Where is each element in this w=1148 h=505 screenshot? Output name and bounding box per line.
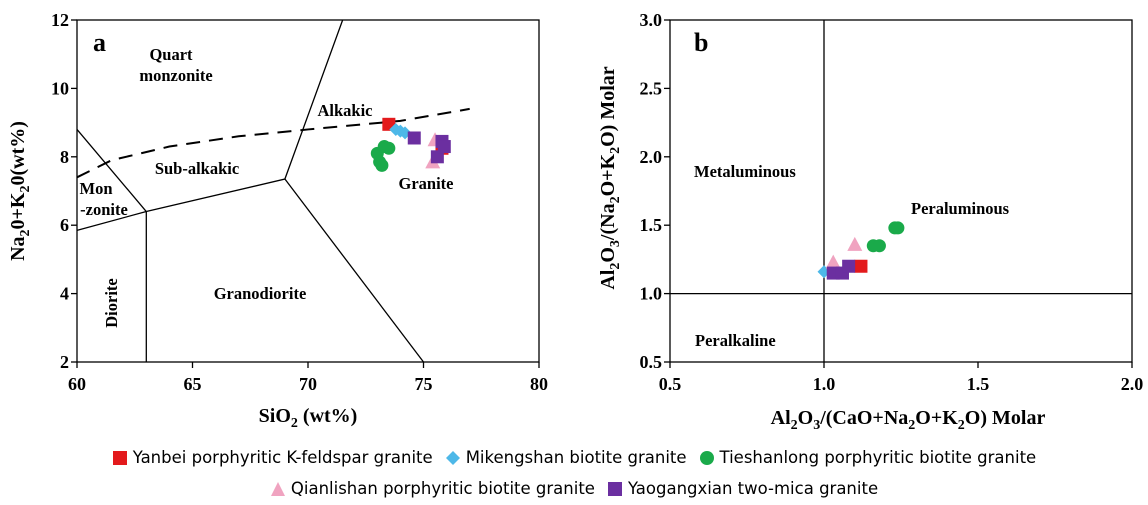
panel-b-y-tick-label: 0.5 — [640, 352, 663, 372]
legend-row-2: Qianlishan porphyritic biotite granite Y… — [0, 479, 1148, 498]
legend-item-qianlishan: Qianlishan porphyritic biotite granite — [270, 479, 595, 498]
panel-b-data-points — [817, 221, 905, 280]
field-label-quart: Quart — [149, 45, 193, 64]
panel-b-divider-lines — [670, 20, 1132, 362]
tas-boundary-line — [284, 178, 425, 363]
legend-label: Qianlishan porphyritic biotite granite — [290, 479, 595, 498]
panel-a-y-tick-label: 12 — [51, 10, 69, 30]
legend-label: Yaogangxian two-mica granite — [627, 479, 879, 498]
panel-a-y-tick-label: 2 — [60, 352, 69, 372]
tas-boundary-line — [76, 19, 344, 231]
legend-item-tieshanlong: Tieshanlong porphyritic biotite granite — [699, 448, 1037, 467]
panel-b-y-tick-label: 2.0 — [640, 147, 663, 167]
panel-b-x-tick-label: 0.5 — [659, 374, 682, 394]
panel-a-x-tick-label: 65 — [184, 374, 202, 394]
panel-a-label: a — [93, 28, 106, 57]
field-label-peralkaline: Peralkaline — [695, 331, 776, 350]
panel-b-ticks: 0.5 1.0 1.5 2.0 0.5 1.0 1.5 2.0 2.5 3.0 — [640, 10, 1144, 394]
panel-a-data-points — [370, 117, 451, 172]
legend-marker-shape — [112, 450, 127, 465]
legend-item-yanbei: Yanbei porphyritic K-feldspar granite — [112, 448, 433, 467]
panel-a-x-tick-label: 70 — [299, 374, 317, 394]
legend-item-mikengshan: Mikengshan biotite granite — [445, 448, 687, 467]
panel-b-plot-frame — [669, 19, 1133, 363]
legend-marker-green-circle — [699, 450, 715, 466]
tas-boundary-line — [76, 129, 147, 212]
panel-b-x-axis-title: Al2O3/(CaO+Na2O+K2O) Molar — [771, 407, 1046, 433]
field-label-subalkakic: Sub-alkakic — [155, 159, 239, 178]
panel-a-ticks: 60 65 70 75 80 2 4 6 8 10 12 — [51, 10, 548, 394]
panel-a-x-tick-label: 80 — [530, 374, 548, 394]
panel-b-y-tick-label: 3.0 — [640, 10, 663, 30]
panel-b-aluminium-saturation-diagram: 0.5 1.0 1.5 2.0 0.5 1.0 1.5 2.0 2.5 3.0 b Metalum… — [597, 10, 1143, 433]
data-point-circle — [375, 158, 389, 172]
field-label-metaluminous: Metaluminous — [694, 162, 796, 181]
panel-a-y-tick-label: 8 — [60, 147, 69, 167]
panel-a-y-tick-label: 10 — [51, 78, 69, 98]
legend-marker-pink-triangle — [270, 481, 286, 497]
legend-row-1: Yanbei porphyritic K-feldspar granite Mi… — [0, 448, 1148, 467]
field-label-diorite: Diorite — [102, 278, 121, 327]
panel-b-label: b — [694, 28, 708, 57]
legend-marker-shape — [699, 450, 714, 465]
legend-label: Yanbei porphyritic K-feldspar granite — [132, 448, 433, 467]
panel-b-y-axis-title: Al2O3/(Na2O+K2O) Molar — [597, 66, 623, 289]
panel-b-y-tick-label: 1.0 — [640, 284, 663, 304]
data-point-square — [842, 259, 856, 273]
data-point-square — [407, 131, 421, 145]
panel-a-x-tick-label: 60 — [68, 374, 86, 394]
panel-a-tas-diagram: 60 65 70 75 80 2 4 6 8 10 12 a Quart monzonite Alk… — [7, 10, 548, 431]
legend-marker-red-square — [112, 450, 128, 466]
legend-marker-shape — [607, 481, 622, 496]
field-label-monzonite: monzonite — [139, 66, 212, 85]
panel-b-y-tick-label: 2.5 — [640, 78, 663, 98]
alkaline-subalkaline-dashed-line — [76, 107, 470, 179]
data-point-triangle — [825, 254, 841, 269]
panel-a-plot-frame — [76, 19, 540, 363]
legend-marker-purple-square — [607, 481, 623, 497]
legend-marker-blue-diamond — [445, 450, 461, 466]
legend-marker-shape — [445, 450, 460, 465]
data-point-square — [430, 150, 444, 164]
data-point-triangle — [847, 236, 863, 251]
legend-item-yaogangxian: Yaogangxian two-mica granite — [607, 479, 878, 498]
field-label-alkakic: Alkakic — [317, 101, 372, 120]
panel-a-y-tick-label: 4 — [60, 284, 69, 304]
legend-label: Mikengshan biotite granite — [465, 448, 687, 467]
panel-b-x-tick-label: 2.0 — [1121, 374, 1144, 394]
data-point-circle — [872, 239, 886, 253]
field-label-peraluminous: Peraluminous — [911, 199, 1010, 218]
field-label-granodiorite: Granodiorite — [214, 284, 307, 303]
panel-b-x-tick-label: 1.5 — [967, 374, 990, 394]
legend-marker-shape — [270, 481, 285, 496]
field-label-zonite: -zonite — [80, 200, 128, 219]
data-point-circle — [382, 141, 396, 155]
data-point-square — [437, 140, 451, 154]
panel-a-x-tick-label: 75 — [415, 374, 433, 394]
data-point-circle — [891, 221, 905, 235]
figure: 60 65 70 75 80 2 4 6 8 10 12 a Quart monzonite Alk… — [7, 10, 1143, 433]
panel-b-x-tick-label: 1.0 — [813, 374, 836, 394]
panel-a-field-boundaries — [76, 19, 470, 363]
field-label-granite: Granite — [399, 174, 454, 193]
panel-b-y-tick-label: 1.5 — [640, 215, 663, 235]
data-point-square — [854, 259, 868, 273]
panel-a-y-axis-title: Na20+K20(wt%) — [7, 121, 33, 261]
panel-a-x-axis-title: SiO2 (wt%) — [259, 405, 358, 431]
field-label-mon: Mon — [80, 179, 113, 198]
legend-label: Tieshanlong porphyritic biotite granite — [719, 448, 1037, 467]
panel-a-y-tick-label: 6 — [60, 215, 69, 235]
